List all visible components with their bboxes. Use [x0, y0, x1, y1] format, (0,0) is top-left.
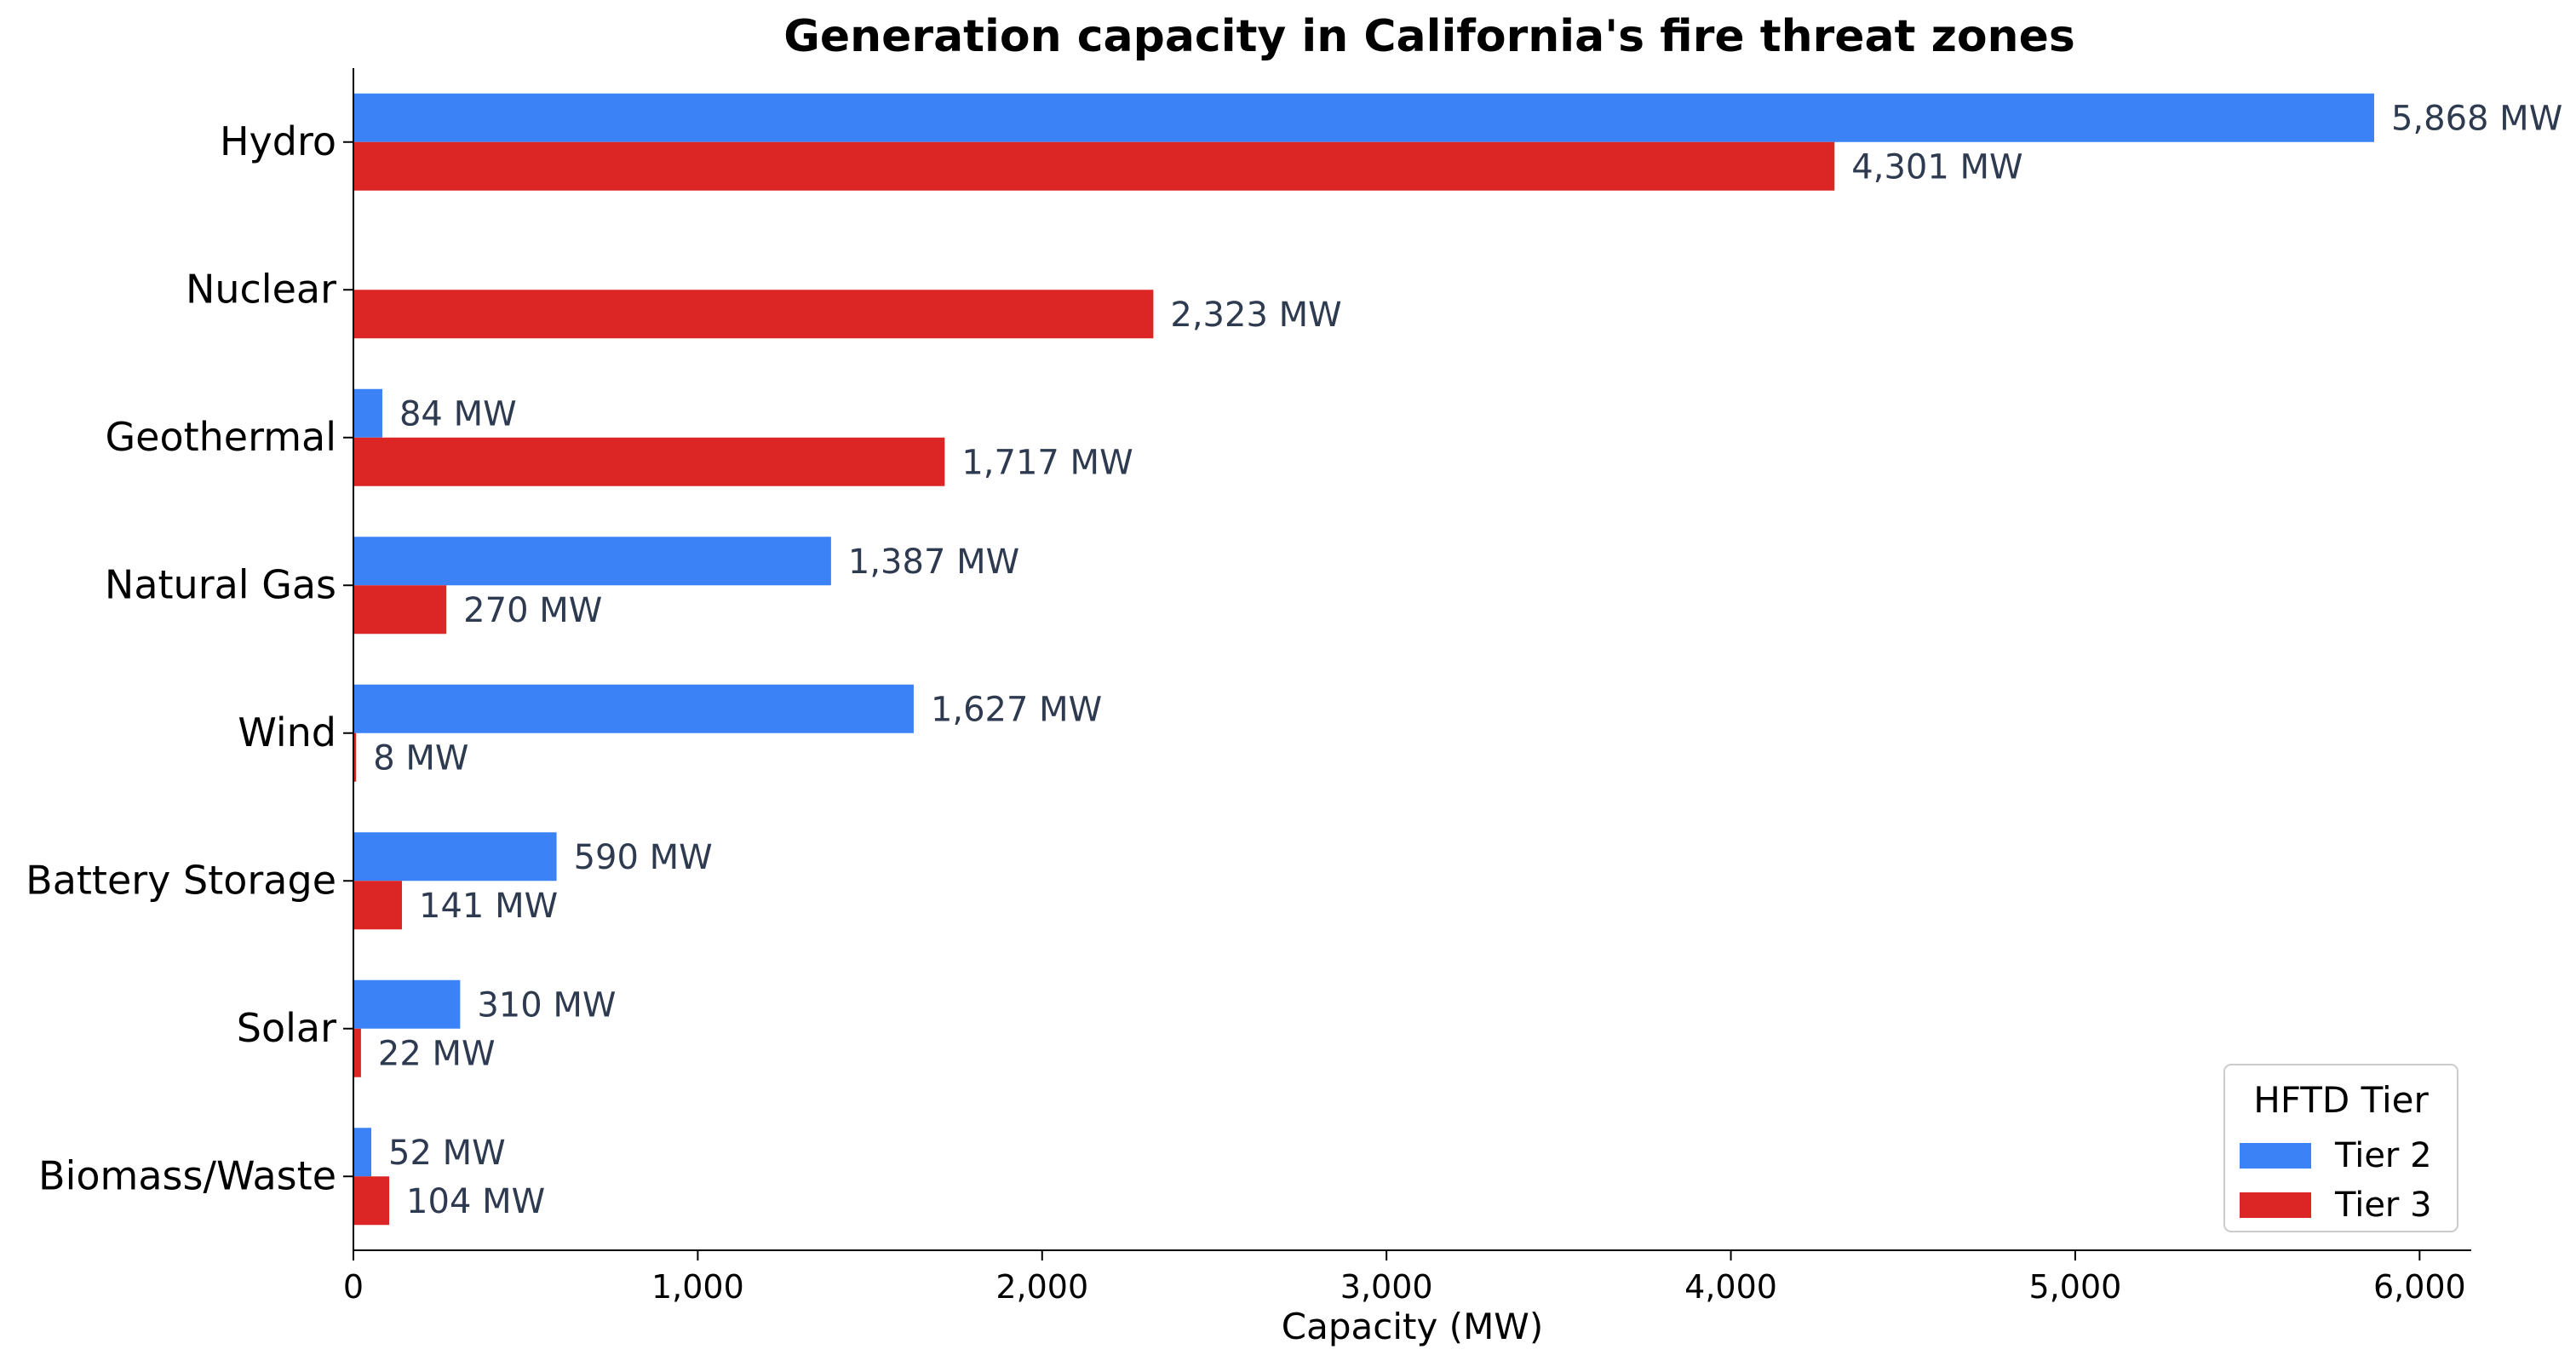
- data-label-tier-3-natural-gas: 270 MW: [463, 591, 602, 630]
- legend-label-tier-3: Tier 3: [2334, 1186, 2432, 1225]
- x-tick-label: 0: [343, 1268, 364, 1306]
- legend-title: HFTD Tier: [2253, 1079, 2429, 1121]
- bar-tier-3-natural-gas: [353, 585, 447, 635]
- legend-label-tier-2: Tier 2: [2334, 1136, 2432, 1175]
- bar-tier-2-solar: [353, 979, 461, 1029]
- data-label-tier-3-biomass-waste: 104 MW: [406, 1182, 545, 1221]
- data-label-tier-3-solar: 22 MW: [378, 1034, 496, 1073]
- bar-tier-3-geothermal: [353, 437, 945, 486]
- x-tick-label: 6,000: [2373, 1268, 2466, 1306]
- data-label-tier-2-biomass-waste: 52 MW: [388, 1134, 506, 1173]
- category-label-biomass-waste: Biomass/Waste: [38, 1152, 336, 1198]
- category-label-solar: Solar: [237, 1005, 336, 1051]
- legend-swatch-tier-2: [2240, 1143, 2311, 1169]
- data-label-tier-3-battery-storage: 141 MW: [419, 887, 558, 926]
- data-label-tier-2-solar: 310 MW: [477, 985, 616, 1025]
- data-label-tier-2-wind: 1,627 MW: [931, 690, 1102, 729]
- bar-tier-2-wind: [353, 684, 914, 733]
- category-label-hydro: Hydro: [220, 118, 336, 164]
- legend: HFTD Tier Tier 2 Tier 3: [2223, 1064, 2458, 1232]
- x-tick-label: 2,000: [995, 1268, 1088, 1306]
- bar-tier-2-battery-storage: [353, 832, 557, 881]
- data-label-tier-2-battery-storage: 590 MW: [574, 838, 713, 877]
- bar-tier-3-battery-storage: [353, 881, 403, 930]
- category-label-wind: Wind: [238, 709, 336, 755]
- x-axis-label: Capacity (MW): [1282, 1306, 1543, 1347]
- category-label-natural-gas: Natural Gas: [105, 561, 336, 607]
- category-label-nuclear: Nuclear: [186, 266, 336, 312]
- x-tick-label: 1,000: [651, 1268, 744, 1306]
- legend-box: [2223, 1064, 2458, 1232]
- category-label-geothermal: Geothermal: [106, 414, 336, 460]
- x-tick-label: 3,000: [1340, 1268, 1433, 1306]
- bars: 5,868 MW 4,301 MW 2,323 MW 84 MW 1,717 MW 1,3…: [353, 93, 2562, 1226]
- data-label-tier-3-nuclear: 2,323 MW: [1170, 296, 1341, 335]
- bar-tier-3-nuclear: [353, 290, 1154, 339]
- legend-swatch-tier-3: [2240, 1192, 2311, 1218]
- data-label-tier-2-natural-gas: 1,387 MW: [848, 543, 1019, 582]
- x-tick-label: 4,000: [1684, 1268, 1777, 1306]
- bar-tier-3-hydro: [353, 141, 1835, 191]
- chart-title: Generation capacity in California's fire…: [783, 11, 2075, 62]
- bar-tier-3-biomass-waste: [353, 1176, 390, 1226]
- bar-tier-2-biomass-waste: [353, 1128, 372, 1177]
- bar-tier-2-geothermal: [353, 388, 382, 438]
- x-tick-label: 5,000: [2029, 1268, 2122, 1306]
- data-label-tier-3-geothermal: 1,717 MW: [961, 443, 1133, 482]
- legend-items: Tier 2 Tier 3: [2240, 1136, 2432, 1225]
- bar-tier-2-hydro: [353, 93, 2374, 142]
- axes: Hydro Nuclear Geothermal Natural Gas Wind Bat…: [26, 68, 2471, 1306]
- bar-tier-3-solar: [353, 1028, 361, 1077]
- bar-tier-3-wind: [353, 732, 357, 782]
- data-label-tier-3-wind: 8 MW: [373, 738, 468, 778]
- data-label-tier-3-hydro: 4,301 MW: [1851, 147, 2022, 187]
- bar-tier-2-natural-gas: [353, 537, 831, 586]
- data-label-tier-2-hydro: 5,868 MW: [2391, 99, 2562, 138]
- category-label-battery-storage: Battery Storage: [26, 857, 336, 903]
- data-label-tier-2-geothermal: 84 MW: [399, 394, 517, 434]
